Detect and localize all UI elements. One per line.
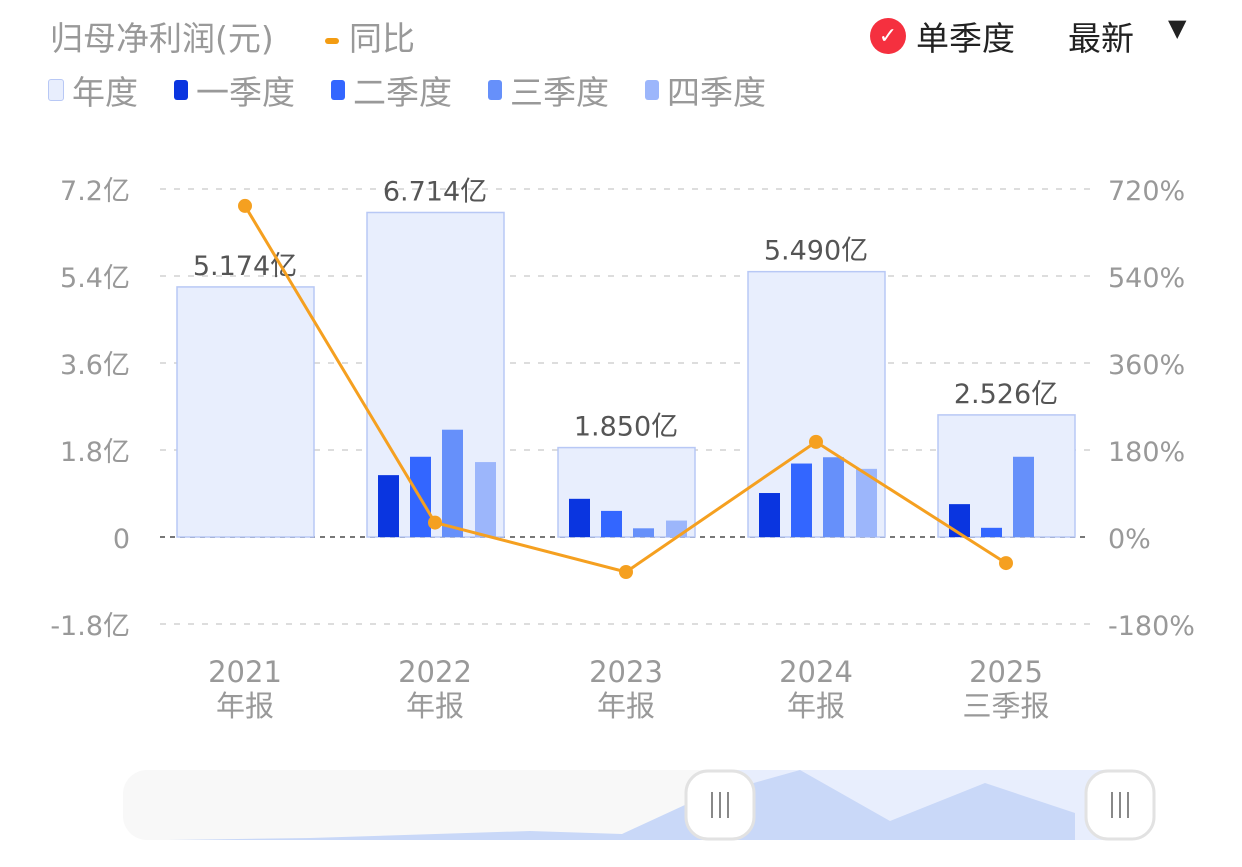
- y-right-tick: 540%: [1108, 263, 1185, 294]
- yoy-point: [999, 556, 1013, 571]
- yoy-point: [619, 564, 633, 579]
- data-label: 1.850亿: [574, 412, 678, 443]
- x-tick-label: 2022: [398, 655, 472, 689]
- quarter-bar-q2: [791, 463, 812, 537]
- y-left-tick: 0: [113, 524, 130, 555]
- single-quarter-label: 单季度: [916, 19, 1015, 58]
- y-left-tick: 5.4亿: [60, 263, 130, 294]
- legend-label: 一季度: [196, 73, 295, 112]
- x-tick-label: 2025: [969, 655, 1043, 689]
- yoy-point: [238, 198, 252, 213]
- y-left-tick: 1.8亿: [60, 437, 130, 468]
- y-right-tick: -180%: [1108, 611, 1195, 642]
- y-left-tick: 3.6亿: [60, 350, 130, 381]
- data-label: 5.490亿: [764, 236, 868, 267]
- quarter-bar-q3: [633, 528, 654, 537]
- x-tick-label: 年报: [406, 689, 464, 723]
- legend-swatch: [48, 79, 64, 101]
- x-tick-label: 2024: [779, 655, 853, 689]
- x-tick-label: 年报: [216, 689, 274, 723]
- legend: 年度 一季度 二季度 三季度 四季度: [48, 66, 766, 114]
- legend-label: 四季度: [667, 73, 766, 112]
- range-slider-preview: [168, 770, 1075, 840]
- yoy-point: [809, 434, 823, 449]
- legend-label: 三季度: [510, 73, 609, 112]
- quarter-bar-q2: [601, 510, 622, 537]
- x-tick-label: 三季报: [962, 689, 1049, 723]
- x-tick-label: 年报: [787, 689, 845, 723]
- chart-title: 归母净利润(元): [50, 19, 274, 58]
- quarter-bar-q3: [442, 429, 463, 537]
- legend-yoy[interactable]: 同比: [325, 12, 415, 60]
- dropdown-caret-icon[interactable]: ▼: [1168, 14, 1187, 42]
- y-right-tick: 720%: [1108, 176, 1185, 207]
- single-quarter-toggle[interactable]: ✓ 单季度: [870, 12, 1015, 60]
- quarter-bar-q1: [378, 475, 399, 537]
- legend-swatch: [645, 80, 659, 100]
- quarter-bar-q3: [1013, 456, 1034, 537]
- x-tick-label: 2021: [208, 655, 282, 689]
- quarter-bar-q4: [475, 462, 496, 537]
- data-label: 2.526亿: [954, 379, 1058, 410]
- annual-bar: [176, 286, 315, 538]
- quarter-bar-q1: [569, 498, 590, 537]
- legend-label: 二季度: [353, 73, 452, 112]
- quarter-bar-q3: [823, 457, 844, 537]
- y-right-tick: 360%: [1108, 350, 1185, 381]
- legend-swatch: [488, 80, 502, 100]
- legend-swatch: [331, 80, 345, 100]
- legend-q4[interactable]: 四季度: [645, 66, 766, 114]
- y-right-tick: 0%: [1108, 524, 1151, 555]
- legend-label: 年度: [72, 73, 138, 112]
- line-legend-icon: [325, 37, 339, 44]
- data-label: 6.714亿: [383, 176, 487, 207]
- legend-q1[interactable]: 一季度: [174, 66, 295, 114]
- y-right-tick: 180%: [1108, 437, 1185, 468]
- legend-swatch: [174, 80, 188, 100]
- period-select[interactable]: 最新: [1068, 19, 1134, 58]
- legend-q2[interactable]: 二季度: [331, 66, 452, 114]
- quarter-bar-q2: [981, 527, 1002, 537]
- x-tick-label: 年报: [597, 689, 655, 723]
- y-left-tick: -1.8亿: [50, 611, 130, 642]
- check-icon: ✓: [870, 18, 906, 54]
- y-left-tick: 7.2亿: [60, 176, 130, 207]
- yoy-point: [428, 515, 442, 530]
- quarter-bar-q1: [759, 493, 780, 537]
- legend-annual[interactable]: 年度: [48, 66, 138, 114]
- legend-q3[interactable]: 三季度: [488, 66, 609, 114]
- quarter-bar-q4: [856, 468, 877, 537]
- quarter-bar-q4: [666, 520, 687, 537]
- legend-yoy-label: 同比: [349, 19, 415, 58]
- x-tick-label: 2023: [589, 655, 663, 689]
